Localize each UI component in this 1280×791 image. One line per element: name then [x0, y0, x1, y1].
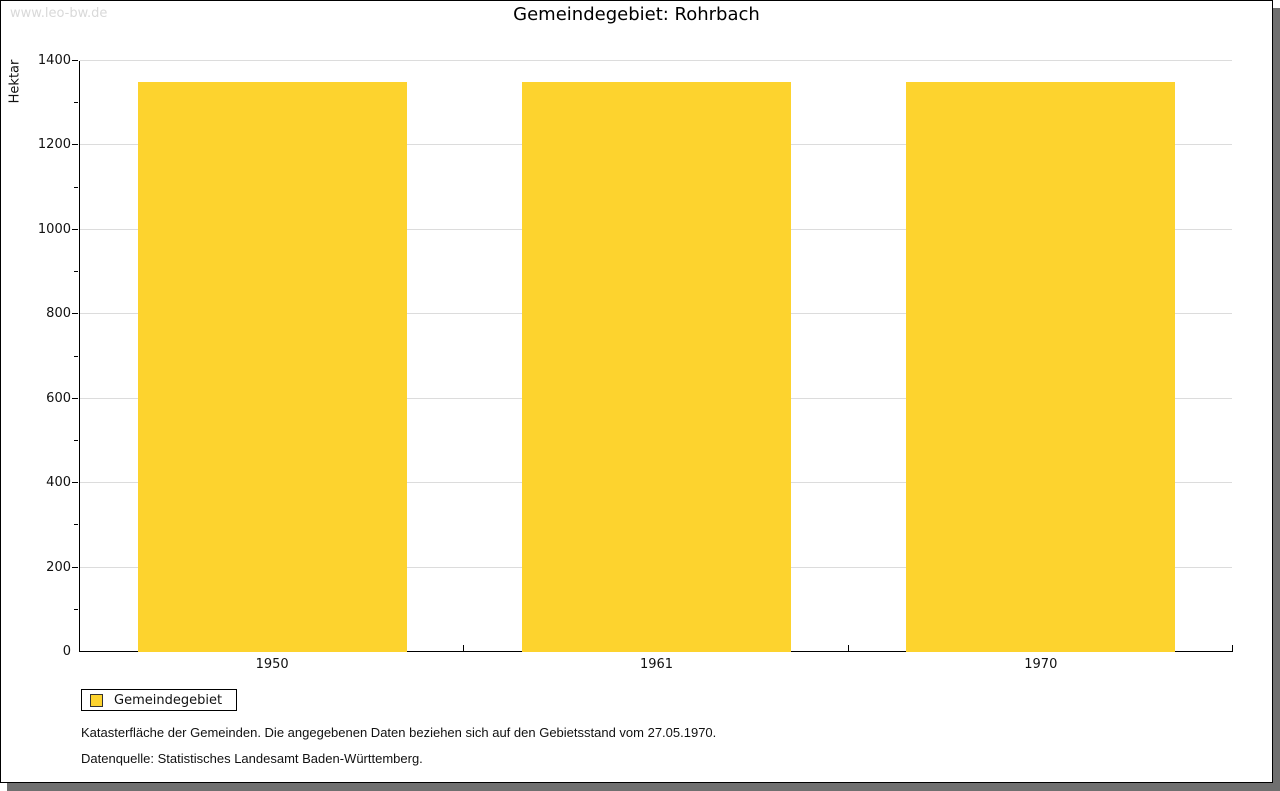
- y-tick-label: 200: [46, 559, 71, 575]
- y-major-tick: [72, 566, 78, 568]
- y-minor-tick: [74, 439, 78, 441]
- footnote-gebietsstand: Katasterfläche der Gemeinden. Die angege…: [81, 725, 717, 740]
- y-minor-tick: [74, 524, 78, 526]
- legend: Gemeindegebiet: [81, 689, 238, 711]
- x-boundary-tick: [1232, 645, 1233, 652]
- x-tick-label: 1961: [639, 657, 674, 672]
- y-tick-label: 1400: [37, 53, 71, 68]
- page-title: Gemeindegebiet: Rohrbach: [513, 4, 760, 25]
- y-major-tick: [72, 60, 78, 61]
- y-minor-tick: [74, 102, 78, 104]
- y-major-tick: [72, 144, 78, 146]
- x-tick-label: 1950: [255, 657, 289, 672]
- y-tick-label: 600: [46, 390, 71, 406]
- bar-1961: [522, 82, 791, 652]
- y-tick-label: 400: [46, 475, 71, 491]
- footnote-datenquelle: Datenquelle: Statistisches Landesamt Bad…: [81, 751, 423, 766]
- y-minor-tick: [74, 186, 78, 188]
- y-major-tick: [72, 482, 78, 484]
- y-minor-tick: [74, 608, 78, 610]
- y-gridline: [80, 60, 1232, 61]
- x-boundary-tick: [847, 645, 849, 652]
- watermark: www.leo-bw.de: [10, 6, 108, 21]
- y-tick-label: 1000: [37, 221, 71, 237]
- y-major-tick: [72, 397, 78, 399]
- y-minor-tick: [74, 271, 78, 273]
- y-tick-label: 800: [46, 306, 71, 322]
- legend-swatch: [90, 693, 103, 707]
- x-boundary-tick: [463, 645, 465, 652]
- plot-area: 1950 1961 1970: [72, 60, 1233, 672]
- y-major-tick: [72, 313, 78, 315]
- y-minor-tick: [74, 355, 78, 357]
- x-tick-label: 1970: [1024, 657, 1058, 672]
- y-major-tick: [72, 228, 78, 230]
- bar-1970: [906, 82, 1176, 652]
- legend-label: Gemeindegebiet: [114, 692, 223, 708]
- y-tick-label: 1200: [37, 137, 71, 153]
- y-tick-label: 0: [62, 644, 71, 659]
- bar-1950: [137, 82, 407, 652]
